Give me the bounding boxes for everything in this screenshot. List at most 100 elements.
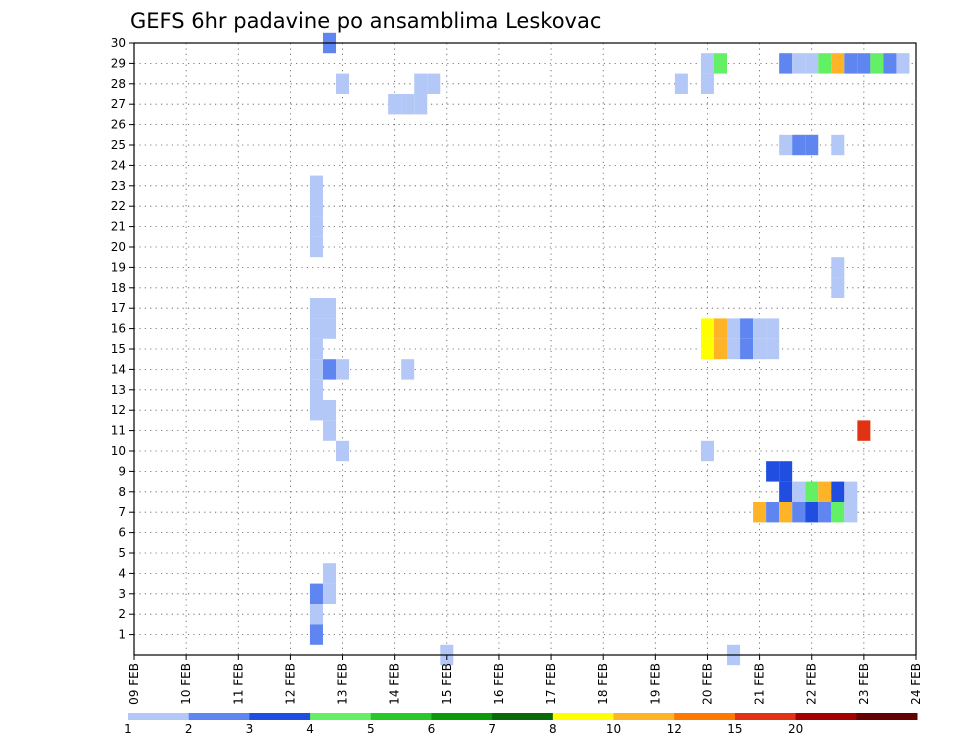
precip-cell	[427, 73, 441, 94]
colorbar-swatch	[795, 713, 857, 720]
precip-cell	[401, 359, 415, 380]
precip-cell	[309, 175, 323, 196]
precip-cell	[831, 502, 845, 523]
precip-cell	[818, 481, 832, 502]
y-tick-label: 22	[111, 199, 126, 213]
precip-cell	[727, 318, 741, 339]
precip-cell	[831, 481, 845, 502]
colorbar-label: 6	[428, 722, 436, 736]
x-tick-label: 10 FEB	[179, 663, 193, 705]
precip-cell	[309, 379, 323, 400]
colorbar-label: 10	[606, 722, 621, 736]
precip-cell	[896, 53, 910, 74]
precip-cell	[844, 481, 858, 502]
precip-cell	[713, 53, 728, 74]
precip-cell	[792, 502, 806, 523]
y-tick-label: 14	[111, 362, 126, 376]
y-tick-label: 29	[111, 56, 126, 70]
precip-cell	[700, 73, 714, 94]
y-tick-label: 16	[111, 322, 126, 336]
precip-cell	[805, 134, 819, 156]
colorbar-swatch	[613, 713, 675, 720]
precip-cell	[831, 53, 845, 74]
y-tick-label: 18	[111, 281, 126, 295]
precip-cell	[779, 461, 793, 482]
precip-cell	[322, 420, 337, 441]
y-tick-label: 12	[111, 403, 126, 417]
colorbar-label: 2	[185, 722, 193, 736]
y-tick-label: 3	[118, 587, 126, 601]
precip-cell	[700, 440, 714, 462]
precip-cell	[700, 53, 714, 74]
precip-cell	[336, 359, 350, 380]
precip-cell	[700, 338, 714, 360]
colorbar-swatch	[188, 713, 250, 720]
x-axis: 09 FEB 10 FEB 11 FEB 12 FEB 13 FEB 14 FEB 15 F…	[127, 655, 923, 705]
precip-cell	[322, 400, 337, 421]
precip-cell	[401, 94, 415, 115]
precip-cell	[844, 502, 858, 523]
precip-cell	[309, 624, 323, 645]
precip-cell	[309, 604, 323, 625]
precip-cell	[713, 318, 728, 339]
precip-cell	[844, 53, 858, 74]
colorbar-label: 3	[246, 722, 254, 736]
chart-title: GEFS 6hr padavine po ansamblima Leskovac	[130, 9, 601, 33]
y-tick-label: 28	[111, 77, 126, 91]
y-tick-label: 4	[118, 566, 126, 580]
precip-cell	[309, 236, 323, 258]
y-tick-label: 1	[118, 628, 126, 642]
precip-cell	[805, 481, 819, 502]
colorbar-label: 4	[306, 722, 314, 736]
y-tick-label: 26	[111, 118, 126, 132]
precip-cell	[805, 53, 819, 74]
precip-cell	[322, 318, 337, 339]
precip-cell	[766, 338, 780, 360]
precip-cell	[322, 359, 337, 380]
y-tick-label: 20	[111, 240, 126, 254]
precip-cell	[336, 73, 350, 94]
colorbar: 1 2 3 4 5 6 7 8 10 12 15 20	[124, 713, 918, 736]
x-tick-label: 17 FEB	[544, 663, 558, 705]
data-cells	[309, 32, 910, 666]
x-tick-label: 15 FEB	[440, 663, 454, 705]
x-tick-label: 16 FEB	[492, 663, 506, 705]
y-tick-label: 30	[111, 36, 126, 50]
y-tick-label: 24	[111, 158, 126, 172]
x-tick-label: 24 FEB	[909, 663, 923, 705]
precip-cell	[414, 73, 428, 94]
precip-cell	[414, 94, 428, 115]
x-tick-label: 18 FEB	[596, 663, 610, 705]
precip-cell	[792, 481, 806, 502]
precip-cell	[309, 359, 323, 380]
colorbar-swatch	[552, 713, 615, 720]
x-tick-label: 21 FEB	[753, 663, 767, 705]
colorbar-swatch	[370, 713, 432, 720]
precip-cell	[766, 461, 780, 482]
precip-cell	[740, 338, 754, 360]
x-tick-label: 09 FEB	[127, 663, 141, 705]
colorbar-label: 12	[667, 722, 682, 736]
precip-cell	[713, 338, 728, 360]
precip-cell	[309, 583, 323, 604]
colorbar-label: 5	[367, 722, 375, 736]
precip-cell	[674, 73, 688, 94]
colorbar-label: 15	[727, 722, 742, 736]
colorbar-swatch	[734, 713, 797, 720]
colorbar-swatch	[856, 713, 918, 720]
y-tick-label: 6	[118, 526, 126, 540]
x-tick-label: 22 FEB	[805, 663, 819, 705]
precip-cell	[831, 134, 845, 156]
precip-cell	[753, 502, 767, 523]
precip-cell	[779, 134, 793, 156]
x-tick-label: 19 FEB	[648, 663, 662, 705]
precip-cell	[753, 338, 767, 360]
precip-cell	[766, 318, 780, 339]
x-tick-label: 13 FEB	[336, 663, 350, 705]
colorbar-swatch	[492, 713, 554, 720]
x-tick-label: 12 FEB	[283, 663, 297, 705]
colorbar-label: 8	[549, 722, 557, 736]
y-tick-label: 15	[111, 342, 126, 356]
y-tick-label: 9	[118, 464, 126, 478]
x-tick-label: 14 FEB	[388, 663, 402, 705]
